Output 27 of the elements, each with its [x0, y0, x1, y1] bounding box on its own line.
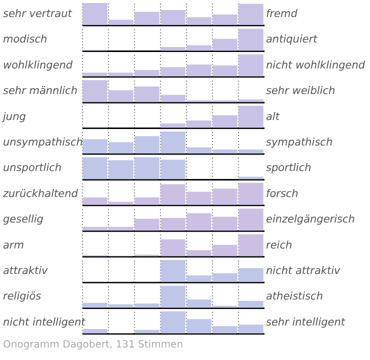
- text: Onogramm Dagobert, 131 Stimmen: [3, 339, 184, 350]
- y2-axis-title: alt: [266, 110, 280, 123]
- y2-axis-title: nicht attraktiv: [266, 265, 341, 277]
- y2-axis-title: einzelgängerisch: [266, 214, 355, 226]
- y2-axis-title: atheistisch: [266, 290, 323, 303]
- y-axis-title: wohlklingend: [3, 59, 73, 72]
- y2-axis-title: sehr intelligent: [266, 316, 346, 328]
- y2-axis-title: sympathisch: [266, 136, 333, 148]
- y-axis-title: modisch: [3, 34, 48, 46]
- y-axis-title: sehr männlich: [3, 85, 78, 98]
- y2-axis-title: forsch: [266, 188, 298, 200]
- y2-axis-title: nicht wohlklingend: [266, 59, 366, 72]
- y-axis-title: nicht intelligent: [3, 316, 86, 328]
- y-axis-title: jung: [1, 110, 26, 123]
- y-axis-title: zurückhaltend: [2, 188, 78, 200]
- y2-axis-title: sehr weiblich: [266, 85, 336, 98]
- y-axis-title: sehr vertraut: [3, 8, 73, 20]
- y-axis-title: gesellig: [3, 214, 44, 226]
- y2-axis-title: reich: [266, 239, 292, 252]
- y-axis-title: unsympathisch: [3, 136, 83, 148]
- y2-axis-title: fremd: [266, 8, 298, 20]
- y-axis-title: attraktiv: [3, 265, 49, 277]
- y-axis-title: unsportlich: [3, 162, 62, 174]
- y-axis-title: arm: [3, 239, 24, 252]
- y2-axis-title: sportlich: [266, 162, 312, 174]
- y-axis-title: religiös: [3, 290, 42, 303]
- y2-axis-title: antiquiert: [266, 34, 318, 46]
